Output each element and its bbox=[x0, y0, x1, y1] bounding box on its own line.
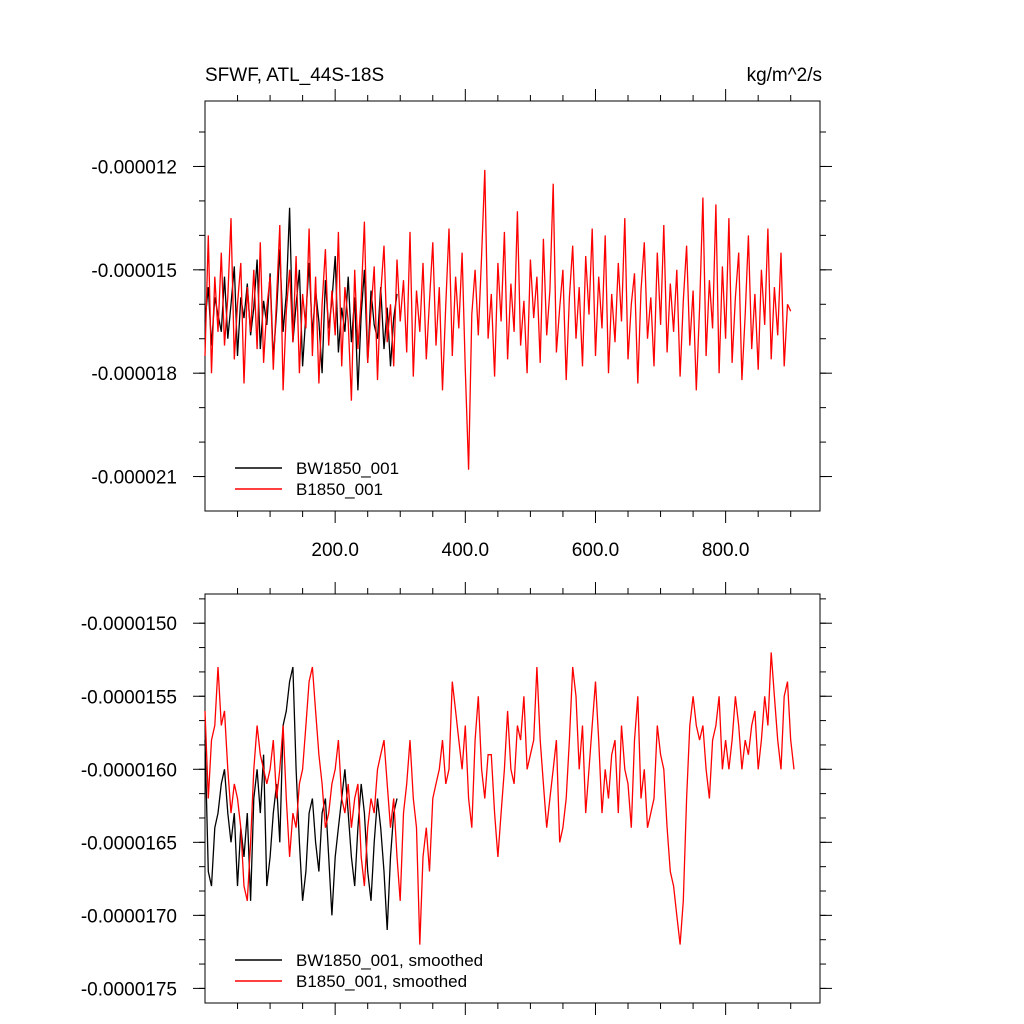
y-tick-label: -0.0000175 bbox=[81, 979, 177, 1000]
series-line-bw1850-001 bbox=[204, 207, 398, 391]
legend-label: B1850_001 bbox=[296, 480, 383, 499]
y-tick-label: -0.000021 bbox=[91, 468, 177, 489]
y-tick-label: -0.000018 bbox=[91, 364, 177, 385]
plot-title: SFWF, ATL_44S-18S bbox=[205, 65, 384, 86]
series-line-bw1850-001-smoothed bbox=[204, 666, 398, 931]
plot-frame bbox=[204, 100, 821, 512]
y-tick-label: -0.000015 bbox=[91, 261, 177, 282]
legend-label: B1850_001, smoothed bbox=[296, 972, 467, 991]
series-line-b1850-001-smoothed bbox=[204, 652, 795, 945]
plot-frame bbox=[204, 593, 821, 1004]
y-tick-label: -0.0000150 bbox=[81, 614, 177, 635]
y-tick-label: -0.0000160 bbox=[81, 760, 177, 781]
y-tick-label: -0.0000170 bbox=[81, 906, 177, 927]
y-tick-label: -0.0000155 bbox=[81, 687, 177, 708]
y-tick-label: -0.0000165 bbox=[81, 833, 177, 854]
x-tick-label: 400.0 bbox=[442, 540, 490, 561]
x-tick-label: 200.0 bbox=[311, 540, 359, 561]
legend-label: BW1850_001, smoothed bbox=[296, 951, 483, 970]
top-plot: SFWF, ATL_44S-18S kg/m^2/s -0.000012 -0.0… bbox=[91, 65, 832, 561]
legend-label: BW1850_001 bbox=[296, 459, 399, 478]
x-tick-label: 600.0 bbox=[572, 540, 620, 561]
series-line-b1850-001 bbox=[204, 169, 792, 470]
x-tick-label: 800.0 bbox=[702, 540, 750, 561]
bottom-plot: -0.0000150 -0.0000155 -0.0000160 -0.0000165… bbox=[81, 582, 832, 1015]
y-tick-label: -0.000012 bbox=[91, 157, 177, 178]
units-label: kg/m^2/s bbox=[747, 65, 822, 86]
